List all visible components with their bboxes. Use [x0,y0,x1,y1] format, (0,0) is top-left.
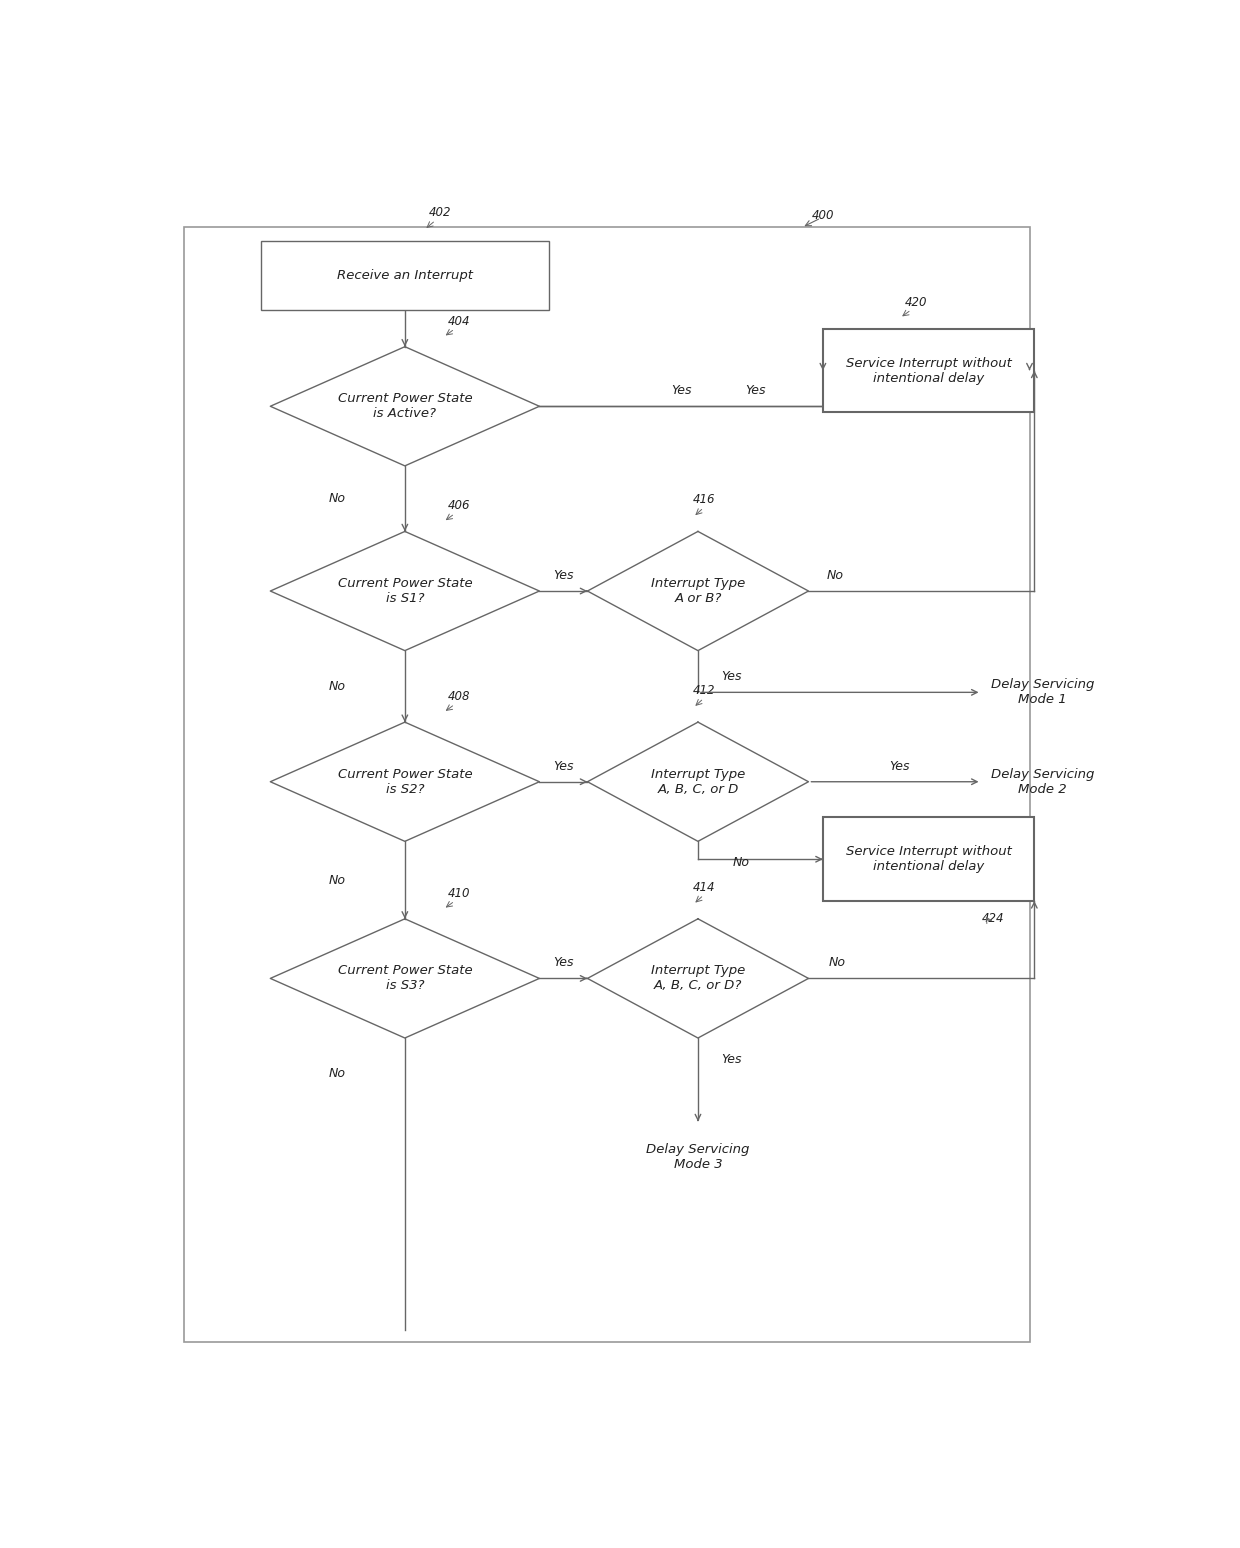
Text: Yes: Yes [671,384,692,398]
Text: No: No [329,680,346,694]
Text: Yes: Yes [553,957,574,969]
FancyBboxPatch shape [823,817,1034,901]
Text: 408: 408 [448,690,471,703]
Text: Delay Servicing
Mode 3: Delay Servicing Mode 3 [646,1144,750,1172]
Text: Yes: Yes [722,1053,742,1067]
Text: 410: 410 [448,887,471,899]
FancyBboxPatch shape [823,328,1034,412]
Text: Receive an Interrupt: Receive an Interrupt [337,269,472,282]
Text: 424: 424 [982,912,1004,924]
Polygon shape [270,721,539,842]
Text: Current Power State
is Active?: Current Power State is Active? [337,392,472,420]
Text: Delay Servicing
Mode 1: Delay Servicing Mode 1 [991,678,1095,706]
Text: Service Interrupt without
intentional delay: Service Interrupt without intentional de… [846,356,1012,384]
Text: No: No [828,957,846,969]
Text: No: No [827,570,844,582]
Polygon shape [588,920,808,1039]
Text: 412: 412 [693,684,715,697]
Text: Yes: Yes [745,384,766,398]
Text: Service Interrupt without
intentional delay: Service Interrupt without intentional de… [846,845,1012,873]
Text: Interrupt Type
A, B, C, or D: Interrupt Type A, B, C, or D [651,768,745,796]
Text: Yes: Yes [889,760,910,772]
Polygon shape [270,531,539,650]
Text: No: No [329,1067,346,1081]
Text: No: No [733,856,750,870]
Text: 400: 400 [812,209,835,221]
Polygon shape [270,347,539,466]
Text: 404: 404 [448,314,471,328]
Text: 420: 420 [905,296,928,308]
Text: 416: 416 [693,494,715,506]
Polygon shape [270,920,539,1039]
Text: No: No [329,873,346,887]
Text: Interrupt Type
A or B?: Interrupt Type A or B? [651,577,745,605]
Text: Current Power State
is S1?: Current Power State is S1? [337,577,472,605]
Text: Current Power State
is S2?: Current Power State is S2? [337,768,472,796]
FancyBboxPatch shape [260,240,549,310]
Text: No: No [329,492,346,505]
Text: Yes: Yes [553,570,574,582]
Text: 414: 414 [693,881,715,893]
Text: Interrupt Type
A, B, C, or D?: Interrupt Type A, B, C, or D? [651,964,745,992]
Text: Current Power State
is S3?: Current Power State is S3? [337,964,472,992]
Text: Yes: Yes [722,670,742,683]
Text: Yes: Yes [553,760,574,772]
Polygon shape [588,531,808,650]
Polygon shape [588,721,808,842]
Text: Delay Servicing
Mode 2: Delay Servicing Mode 2 [991,768,1095,796]
Text: 406: 406 [448,500,471,512]
Text: 402: 402 [429,206,451,220]
